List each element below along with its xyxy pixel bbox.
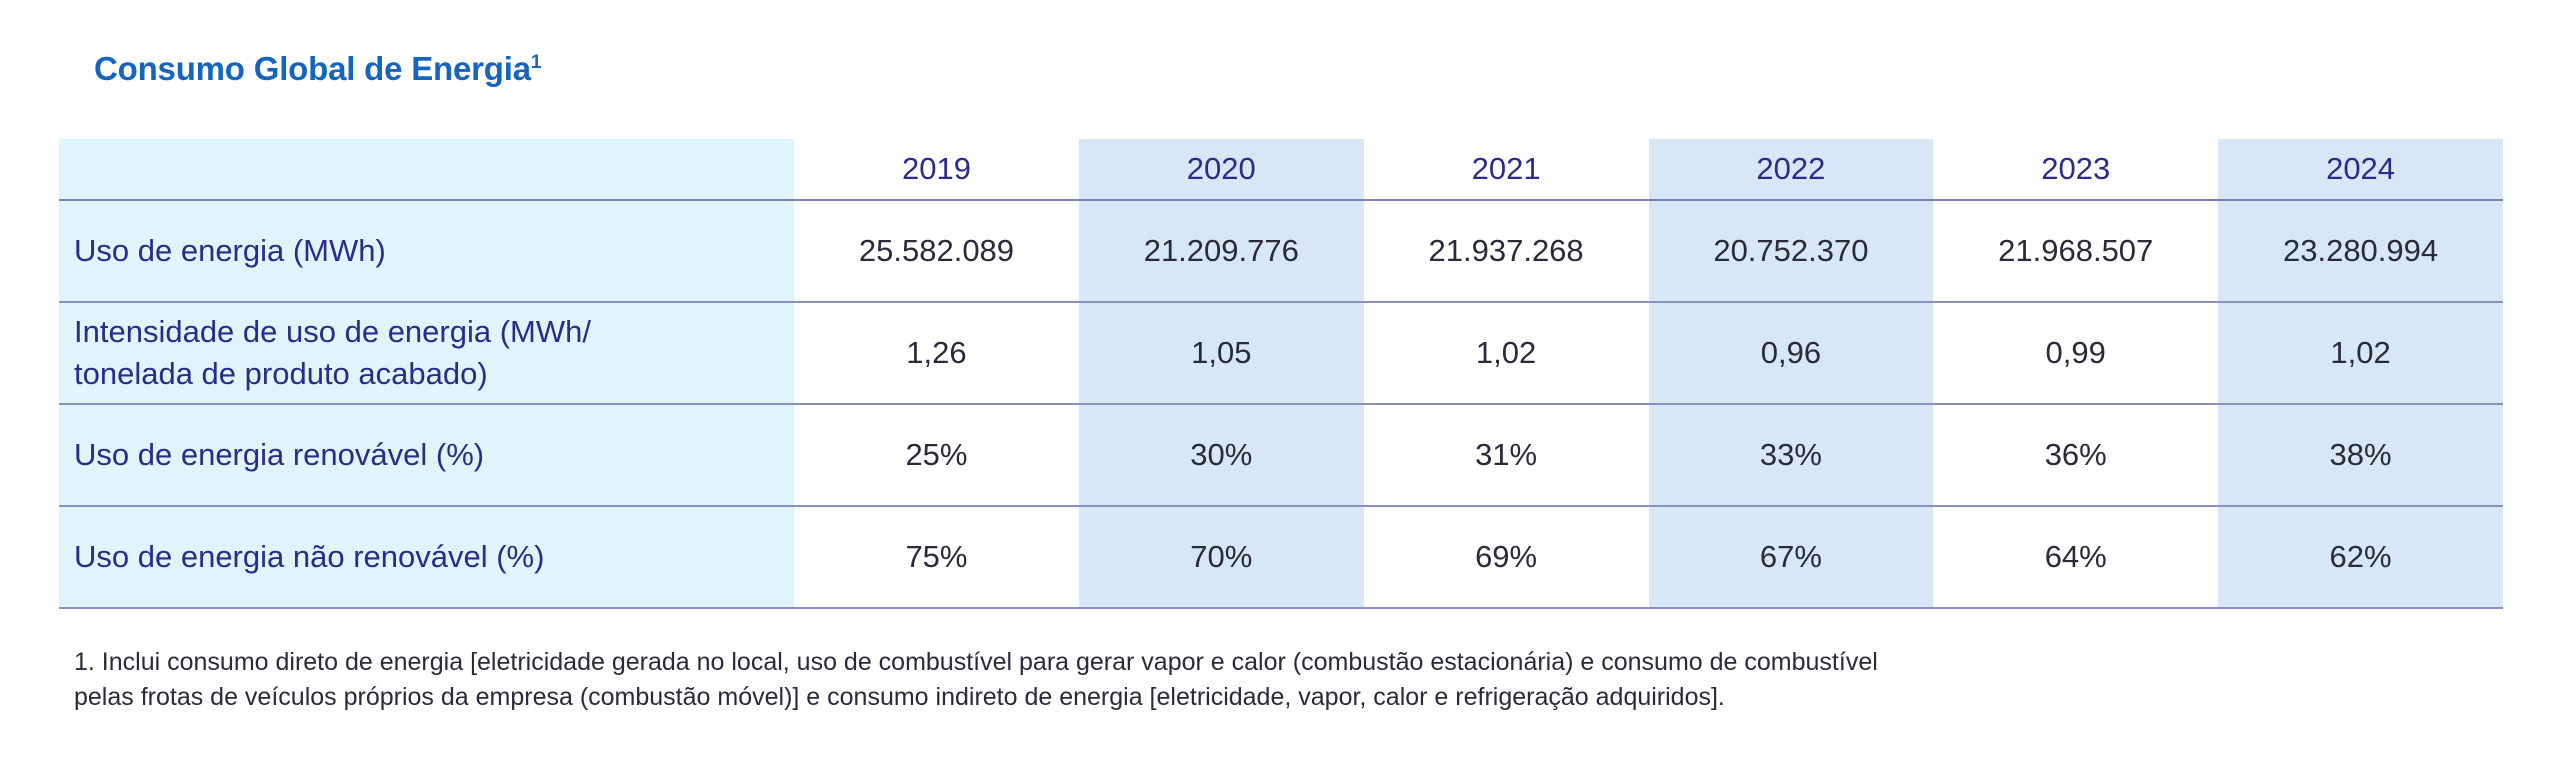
table-cell: 21.937.268 xyxy=(1363,200,1649,303)
row-label-line1: Uso de energia não renovável (%) xyxy=(74,539,545,574)
table-cell: 21.209.776 xyxy=(1078,200,1364,303)
table-cell: 21.968.507 xyxy=(1933,200,2219,303)
row-label-line2: tonelada de produto acabado) xyxy=(74,356,488,391)
page-title: Consumo Global de Energia1 xyxy=(94,50,541,88)
table-cell: 0,99 xyxy=(1933,302,2219,405)
header-year-2021: 2021 xyxy=(1363,139,1649,201)
table-cell: 25% xyxy=(794,404,1079,507)
row-label-line1: Uso de energia (MWh) xyxy=(74,233,386,268)
table-cell: 1,02 xyxy=(2218,302,2503,405)
table-row-energy-use: Uso de energia (MWh) 25.582.089 21.209.7… xyxy=(59,200,2503,303)
table-cell: 31% xyxy=(1363,404,1649,507)
row-label-energy-use: Uso de energia (MWh) xyxy=(59,200,795,303)
header-year-2019: 2019 xyxy=(794,139,1079,201)
table-cell: 25.582.089 xyxy=(794,200,1079,303)
table-cell: 0,96 xyxy=(1648,302,1934,405)
footnote-line1: 1. Inclui consumo direto de energia [ele… xyxy=(74,648,1878,676)
table-cell: 1,02 xyxy=(1363,302,1649,405)
footnote-line2: pelas frotas de veículos próprios da emp… xyxy=(74,683,1725,711)
footnote: 1. Inclui consumo direto de energia [ele… xyxy=(74,645,2174,715)
row-label-line1: Intensidade de uso de energia (MWh/ xyxy=(74,314,591,349)
header-year-2024: 2024 xyxy=(2218,139,2503,201)
title-footnote-marker: 1 xyxy=(530,52,542,73)
header-year-2022: 2022 xyxy=(1648,139,1934,201)
table-cell: 67% xyxy=(1648,506,1934,609)
table-cell: 62% xyxy=(2218,506,2503,609)
table-cell: 20.752.370 xyxy=(1648,200,1934,303)
table-cell: 1,26 xyxy=(794,302,1079,405)
table-cell: 23.280.994 xyxy=(2218,200,2503,303)
energy-consumption-table: 2019 2020 2021 2022 2023 2024 Uso de ene… xyxy=(59,139,2503,609)
table-row-energy-intensity: Intensidade de uso de energia (MWh/tonel… xyxy=(59,302,2503,405)
row-label-renewable: Uso de energia renovável (%) xyxy=(59,404,795,507)
table-cell: 64% xyxy=(1933,506,2219,609)
table-cell: 33% xyxy=(1648,404,1934,507)
title-text: Consumo Global de Energia xyxy=(94,50,531,87)
header-label-cell xyxy=(59,139,795,201)
row-label-energy-intensity: Intensidade de uso de energia (MWh/tonel… xyxy=(59,302,795,405)
table-cell: 69% xyxy=(1363,506,1649,609)
table-row-non-renewable: Uso de energia não renovável (%) 75% 70%… xyxy=(59,506,2503,609)
header-year-2023: 2023 xyxy=(1933,139,2219,201)
table-cell: 75% xyxy=(794,506,1079,609)
row-label-non-renewable: Uso de energia não renovável (%) xyxy=(59,506,795,609)
table-header-row: 2019 2020 2021 2022 2023 2024 xyxy=(59,139,2503,201)
table-cell: 70% xyxy=(1078,506,1364,609)
table-cell: 36% xyxy=(1933,404,2219,507)
table-row-renewable: Uso de energia renovável (%) 25% 30% 31%… xyxy=(59,404,2503,507)
table-cell: 1,05 xyxy=(1078,302,1364,405)
table-cell: 38% xyxy=(2218,404,2503,507)
table-cell: 30% xyxy=(1078,404,1364,507)
row-label-line1: Uso de energia renovável (%) xyxy=(74,437,485,472)
header-year-2020: 2020 xyxy=(1078,139,1364,201)
